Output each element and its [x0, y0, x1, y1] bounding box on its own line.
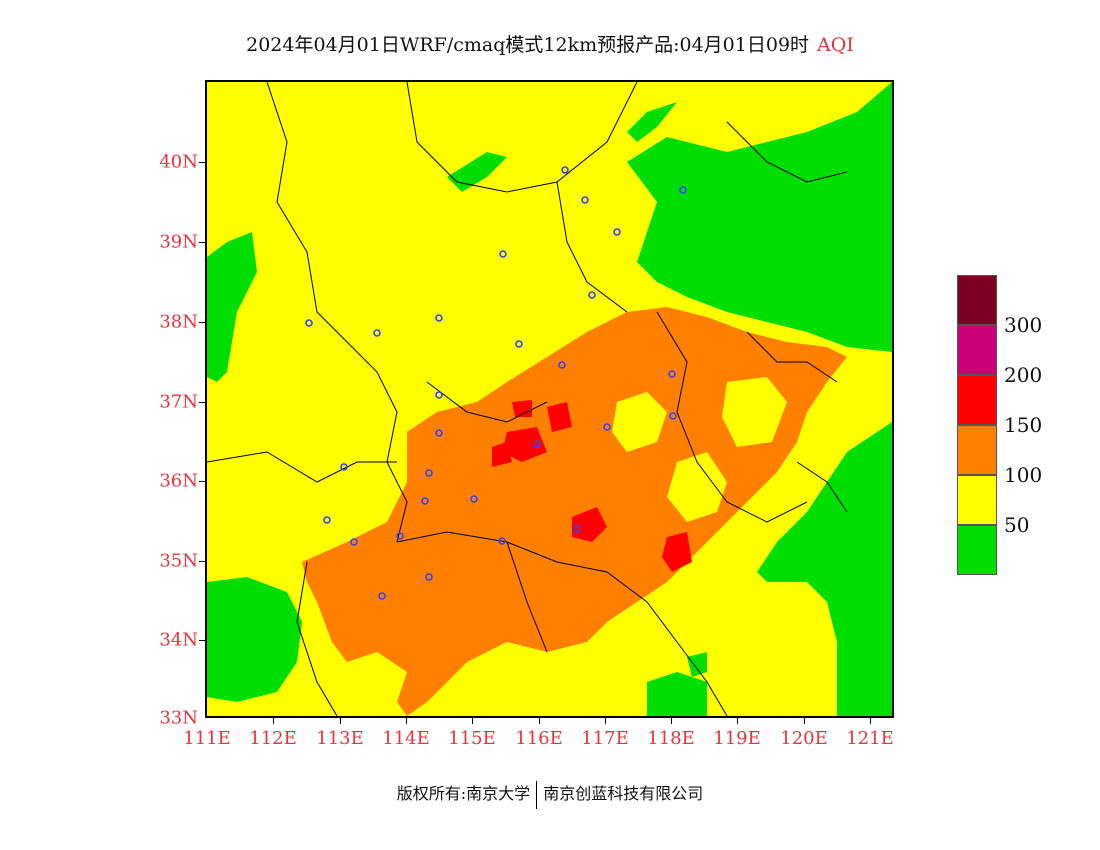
lon-tick [472, 718, 473, 724]
legend-label-100: 100 [1004, 463, 1043, 487]
lon-label-115e: 115E [448, 728, 496, 749]
footer-separator [536, 780, 538, 809]
lat-tick [199, 481, 205, 482]
lon-tick [406, 718, 407, 724]
lat-tick [199, 162, 205, 163]
aqi-150-200-spot-1 [502, 427, 547, 462]
lon-label-114e: 114E [382, 728, 430, 749]
lon-tick [804, 718, 805, 724]
lat-label-40n: 40N [159, 151, 198, 173]
legend-label-150: 150 [1004, 413, 1043, 437]
lon-label-113e: 113E [316, 728, 364, 749]
lat-label-39n: 39N [159, 231, 198, 253]
legend-swatch-50-100 [957, 475, 997, 525]
aqi-150-200-spot-3 [492, 442, 512, 467]
lon-label-117e: 117E [581, 728, 629, 749]
lat-tick [199, 402, 205, 403]
lon-label-112e: 112E [249, 728, 297, 749]
aqi-map [205, 80, 894, 718]
title-text: 2024年04月01日WRF/cmaq模式12km预报产品:04月01日09时 [246, 34, 810, 56]
title-product: AQI [817, 34, 854, 56]
north-green [447, 152, 507, 192]
yellow-sea-green [757, 422, 892, 716]
lon-tick [870, 718, 871, 724]
lat-label-34n: 34N [159, 629, 198, 651]
bohai-sea-green [627, 82, 892, 352]
lat-label-35n: 35N [159, 550, 198, 572]
lon-tick [605, 718, 606, 724]
lon-label-118e: 118E [647, 728, 695, 749]
legend-label-50: 50 [1004, 513, 1030, 537]
lon-label-121e: 121E [846, 728, 894, 749]
lat-tick [199, 561, 205, 562]
lon-label-120e: 120E [780, 728, 828, 749]
lon-tick [340, 718, 341, 724]
legend-label-300: 300 [1004, 313, 1043, 337]
yellow-pocket-3 [667, 452, 727, 522]
lon-label-111e: 111E [183, 728, 231, 749]
southwest-green [207, 577, 302, 702]
copyright-text: 版权所有:南京大学 [396, 784, 531, 803]
aqi-150-200-spot-4 [572, 507, 607, 542]
lat-label-36n: 36N [159, 470, 198, 492]
legend-swatch-300plus [957, 275, 997, 325]
lon-label-119e: 119E [713, 728, 761, 749]
province-boundaries [207, 82, 848, 716]
yellow-pocket-1 [612, 392, 667, 452]
lat-tick [199, 242, 205, 243]
legend-swatch-150-200 [957, 375, 997, 425]
aqi-150-200-spot-6 [512, 400, 532, 417]
west-green-1 [207, 232, 257, 382]
lat-label-37n: 37N [159, 391, 198, 413]
lat-tick [199, 640, 205, 641]
map-title: 2024年04月01日WRF/cmaq模式12km预报产品:04月01日09时 A… [0, 30, 1100, 57]
lat-label-33n: 33N [159, 707, 198, 729]
lat-label-38n: 38N [159, 311, 198, 333]
yellow-pocket-2 [722, 377, 787, 447]
legend-swatch-100-150 [957, 425, 997, 475]
company-text: 南京创蓝科技有限公司 [543, 784, 704, 803]
lat-tick [199, 322, 205, 323]
northeast-green [627, 102, 677, 142]
lon-label-116e: 116E [515, 728, 563, 749]
lon-tick [671, 718, 672, 724]
aqi-150-200-spot-5 [662, 532, 692, 572]
lon-tick [737, 718, 738, 724]
east-island-green [687, 652, 707, 677]
aqi-map-canvas [207, 82, 892, 716]
aqi-100-150-area [302, 307, 847, 716]
legend-swatch-0-50 [957, 525, 997, 575]
legend-swatch-200-300 [957, 325, 997, 375]
lon-tick [273, 718, 274, 724]
city-markers [305, 166, 687, 600]
lon-tick [539, 718, 540, 724]
legend-label-200: 200 [1004, 363, 1043, 387]
aqi-150-200-spot-2 [547, 402, 572, 432]
footer-credits: 版权所有:南京大学 南京创蓝科技有限公司 [0, 780, 1100, 809]
south-green [647, 672, 707, 716]
